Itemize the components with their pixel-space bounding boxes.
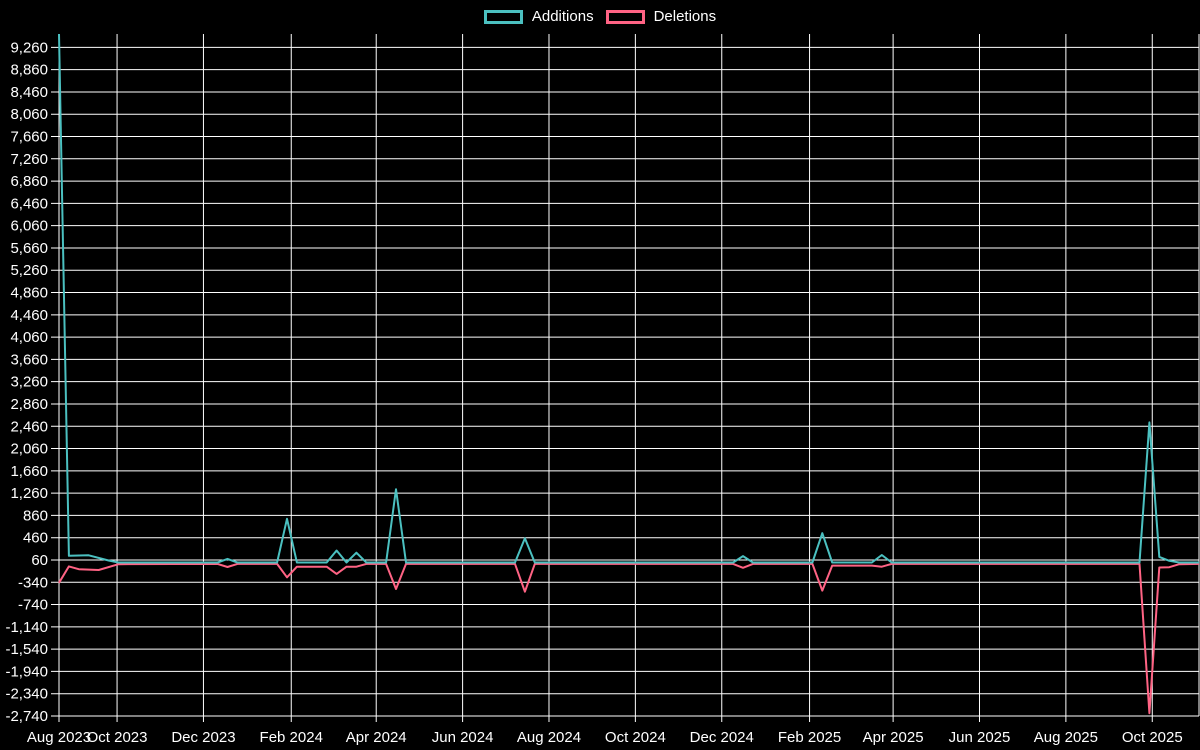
y-tick-label: -1,540 [5, 641, 48, 658]
y-tick-label: 7,260 [10, 151, 48, 168]
y-tick-label: 5,660 [10, 240, 48, 257]
x-tick-label: Dec 2023 [171, 729, 235, 746]
y-tick-label: 8,860 [10, 62, 48, 79]
x-tick-label: Apr 2025 [863, 729, 924, 746]
x-tick-label: Jun 2025 [949, 729, 1011, 746]
y-tick-label: 9,260 [10, 39, 48, 56]
y-tick-label: 60 [31, 552, 48, 569]
y-tick-label: 460 [23, 530, 48, 547]
y-tick-label: 3,260 [10, 374, 48, 391]
deletions-line [58, 562, 1200, 715]
x-tick-label: Oct 2023 [87, 729, 148, 746]
additions-line [58, 33, 1199, 564]
additions-legend-label: Additions [531, 8, 594, 25]
y-tick-label: 860 [23, 507, 48, 524]
y-tick-label: -2,740 [5, 708, 48, 725]
y-tick-label: 6,060 [10, 218, 48, 235]
x-tick-label: Oct 2025 [1122, 729, 1183, 746]
y-tick-label: 6,860 [10, 173, 48, 190]
legend-item-additions[interactable]: Additions [483, 8, 594, 25]
y-tick-label: 7,660 [10, 129, 48, 146]
legend-item-deletions[interactable]: Deletions [605, 8, 717, 25]
y-tick-label: -340 [18, 574, 48, 591]
y-tick-label: 6,460 [10, 195, 48, 212]
x-tick-label: Jun 2024 [432, 729, 494, 746]
y-tick-label: 3,660 [10, 351, 48, 368]
x-tick-label: Aug 2025 [1034, 729, 1098, 746]
x-tick-label: Aug 2023 [27, 729, 91, 746]
y-tick-label: 2,860 [10, 396, 48, 413]
additions-legend-swatch [483, 9, 523, 24]
y-tick-label: 5,260 [10, 262, 48, 279]
x-tick-label: Feb 2024 [260, 729, 323, 746]
y-tick-label: 2,060 [10, 441, 48, 458]
x-tick-label: Aug 2024 [517, 729, 581, 746]
y-tick-label: 4,860 [10, 285, 48, 302]
y-tick-label: 2,460 [10, 418, 48, 435]
x-tick-label: Oct 2024 [605, 729, 666, 746]
y-tick-label: -1,140 [5, 619, 48, 636]
y-tick-label: 4,060 [10, 329, 48, 346]
y-tick-label: 8,460 [10, 84, 48, 101]
x-tick-label: Feb 2025 [778, 729, 841, 746]
deletions-legend-label: Deletions [653, 8, 717, 25]
y-tick-label: 1,660 [10, 463, 48, 480]
y-tick-label: -1,940 [5, 663, 48, 680]
x-tick-label: Apr 2024 [346, 729, 407, 746]
x-tick-label: Dec 2024 [690, 729, 754, 746]
y-tick-label: 1,260 [10, 485, 48, 502]
y-tick-label: 4,460 [10, 307, 48, 324]
y-tick-label: -740 [18, 597, 48, 614]
deletions-legend-swatch [605, 9, 645, 24]
y-tick-label: -2,340 [5, 686, 48, 703]
y-tick-label: 8,060 [10, 106, 48, 123]
chart-legend: Additions Deletions [0, 9, 1200, 24]
